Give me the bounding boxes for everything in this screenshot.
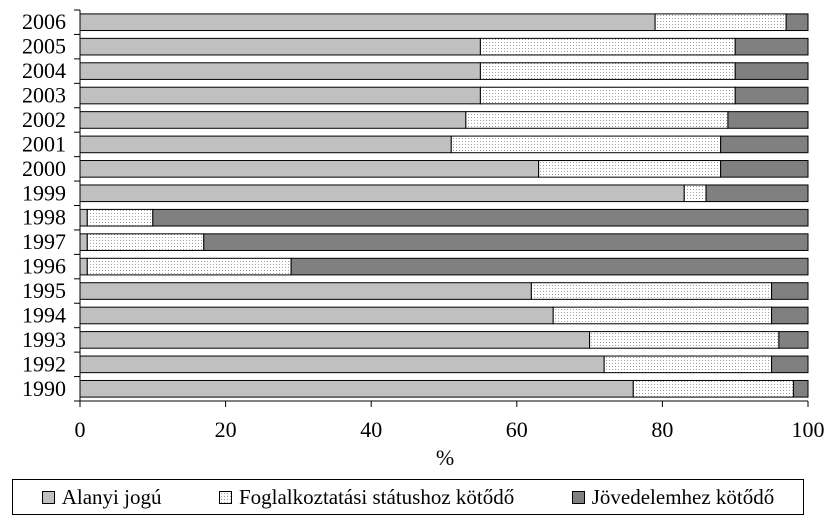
bar-1998-series-2	[152, 208, 809, 227]
category-label-1994: 1994	[22, 302, 66, 327]
category-label-1995: 1995	[22, 278, 66, 303]
legend-item-alanyi: Alanyi jogú	[41, 484, 162, 510]
bar-2002-series-2	[727, 111, 809, 129]
bar-2004-series-2	[734, 62, 809, 80]
bar-1996-series-2	[290, 257, 809, 276]
bar-1997-series-1	[86, 233, 205, 251]
x-tick-label-60: 60	[506, 417, 528, 442]
bar-2005-series-0	[79, 37, 481, 56]
category-label-1998: 1998	[22, 205, 66, 230]
bar-1996-series-1	[86, 257, 292, 276]
bar-2006-series-2	[785, 13, 809, 32]
bar-2000-series-2	[720, 160, 809, 178]
x-tick-label-40: 40	[360, 417, 382, 442]
bar-1990-series-0	[79, 379, 634, 398]
bar-2001-series-0	[79, 135, 452, 154]
legend-swatch-foglalkoztatasi	[218, 490, 232, 504]
legend: Alanyi jogú Foglalkoztatási státushoz kö…	[12, 479, 804, 515]
category-label-2006: 2006	[22, 9, 66, 34]
category-label-1993: 1993	[22, 327, 66, 352]
axes-group	[74, 9, 809, 407]
legend-item-foglalkoztatasi: Foglalkoztatási státushoz kötődő	[218, 484, 515, 510]
category-label-2002: 2002	[22, 107, 66, 132]
bar-1995-series-0	[79, 282, 532, 300]
bar-1995-series-1	[530, 282, 773, 300]
bar-2002-series-0	[79, 111, 467, 129]
legend-label-jovedelem: Jövedelemhez kötődő	[591, 484, 775, 509]
bar-1999-series-2	[705, 184, 809, 203]
bar-2003-series-1	[479, 86, 736, 105]
legend-label-foglalkoztatasi: Foglalkoztatási státushoz kötődő	[238, 484, 515, 509]
bar-2006-series-1	[654, 13, 787, 32]
bar-1993-series-2	[778, 331, 809, 349]
bar-2003-series-2	[734, 86, 809, 105]
x-tick-label-0: 0	[75, 417, 86, 442]
bar-1992-series-2	[771, 355, 809, 374]
category-label-1997: 1997	[22, 229, 66, 254]
bar-2003-series-0	[79, 86, 481, 105]
bar-1994-series-0	[79, 306, 554, 325]
bar-2004-series-0	[79, 62, 481, 80]
category-label-2005: 2005	[22, 34, 66, 59]
bar-1999-series-1	[683, 184, 707, 203]
bar-2000-series-1	[538, 160, 722, 178]
bar-2000-series-0	[79, 160, 540, 178]
bar-1997-series-0	[79, 233, 88, 251]
category-label-2004: 2004	[22, 58, 66, 83]
bar-1998-series-0	[79, 208, 88, 227]
bar-1994-series-2	[771, 306, 809, 325]
category-label-2000: 2000	[22, 156, 66, 181]
bar-2001-series-2	[720, 135, 809, 154]
chart: 2006200520042003200220012000199919981997…	[22, 9, 825, 470]
bar-2005-series-1	[479, 37, 736, 56]
bar-2005-series-2	[734, 37, 809, 56]
x-tick-label-20: 20	[215, 417, 237, 442]
bar-1993-series-1	[589, 331, 780, 349]
legend-label-alanyi: Alanyi jogú	[61, 484, 162, 509]
labels-group: 2006200520042003200220012000199919981997…	[22, 9, 825, 470]
x-tick-label-80: 80	[651, 417, 673, 442]
bar-1996-series-0	[79, 257, 88, 276]
bars-group	[79, 13, 809, 398]
category-label-1996: 1996	[22, 254, 66, 279]
bar-1990-series-2	[792, 379, 809, 398]
x-tick-label-100: 100	[792, 417, 825, 442]
bar-1993-series-0	[79, 331, 591, 349]
category-label-1999: 1999	[22, 180, 66, 205]
bar-1999-series-0	[79, 184, 685, 203]
bar-1995-series-2	[771, 282, 809, 300]
bar-2006-series-0	[79, 13, 656, 32]
bar-1990-series-1	[632, 379, 794, 398]
bar-2001-series-1	[450, 135, 722, 154]
x-axis-label: %	[436, 445, 454, 470]
bar-1992-series-1	[603, 355, 773, 374]
legend-swatch-alanyi	[41, 490, 55, 504]
category-label-2003: 2003	[22, 83, 66, 108]
legend-item-jovedelem: Jövedelemhez kötődő	[571, 484, 775, 510]
bar-1997-series-2	[203, 233, 809, 251]
bar-1994-series-1	[552, 306, 773, 325]
bar-1998-series-1	[86, 208, 154, 227]
bar-2004-series-1	[479, 62, 736, 80]
bar-2002-series-1	[465, 111, 729, 129]
legend-swatch-jovedelem	[571, 490, 585, 504]
category-label-1992: 1992	[22, 351, 66, 376]
bar-1992-series-0	[79, 355, 605, 374]
category-label-2001: 2001	[22, 131, 66, 156]
category-label-1990: 1990	[22, 376, 66, 401]
